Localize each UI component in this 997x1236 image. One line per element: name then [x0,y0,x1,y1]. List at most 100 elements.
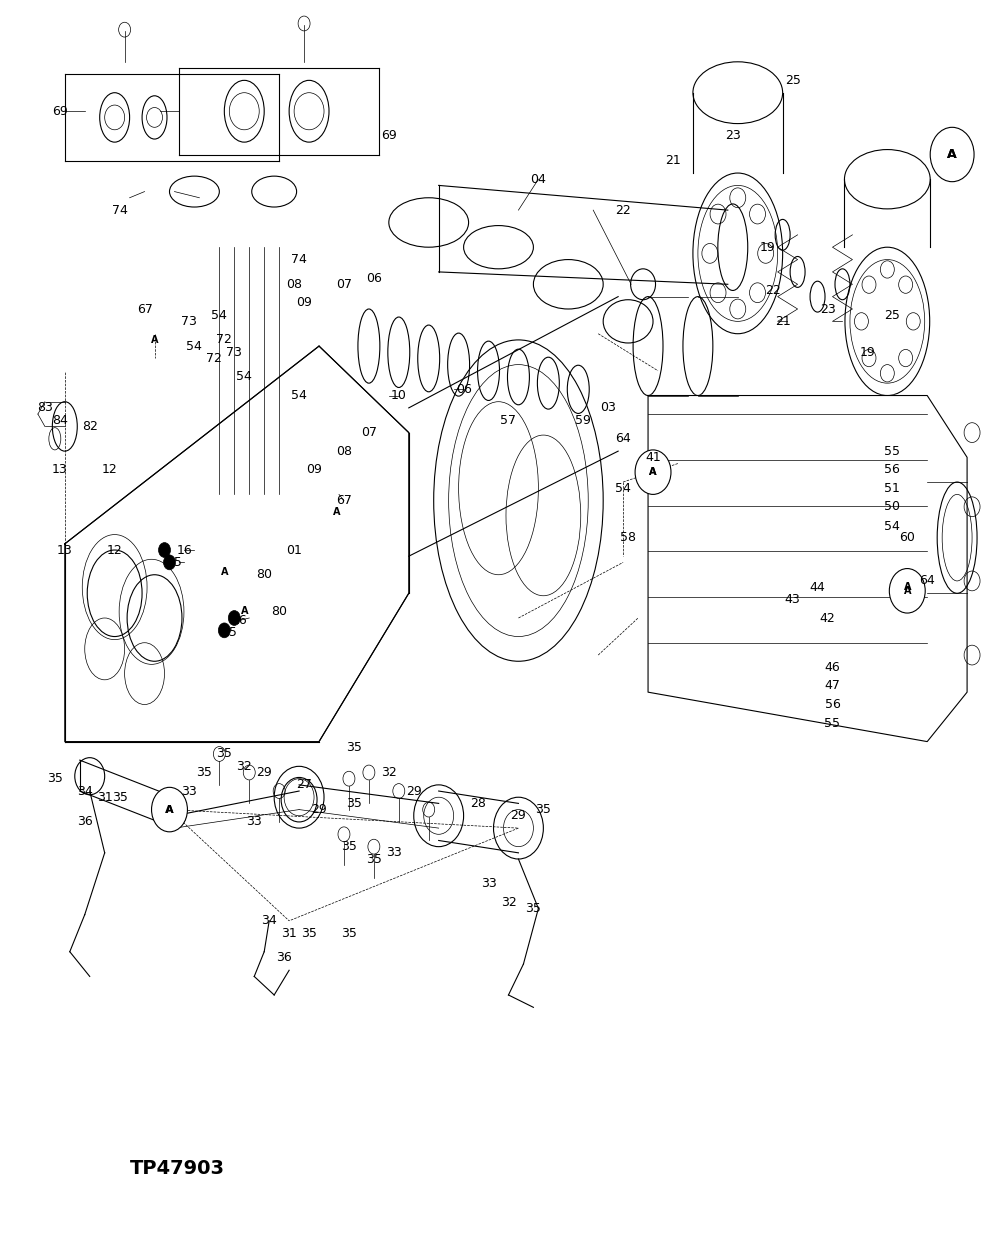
Text: 19: 19 [760,241,776,253]
Circle shape [218,623,230,638]
Text: 23: 23 [725,130,741,142]
Text: 69: 69 [52,105,68,117]
Text: 07: 07 [361,426,377,439]
Text: 55: 55 [825,717,840,729]
Text: 64: 64 [919,575,935,587]
Text: 54: 54 [291,389,307,402]
Circle shape [152,787,187,832]
Text: 29: 29 [510,810,526,822]
Text: 59: 59 [575,414,591,426]
Text: 58: 58 [620,531,636,544]
Polygon shape [648,396,967,742]
Text: TP47903: TP47903 [130,1158,224,1178]
Text: 51: 51 [884,482,900,494]
Text: A: A [903,582,911,592]
Text: 25: 25 [785,74,801,87]
Text: 64: 64 [615,433,631,445]
Text: 74: 74 [291,253,307,266]
Text: 35: 35 [341,927,357,939]
Text: 54: 54 [615,482,631,494]
Text: 33: 33 [481,878,497,890]
Text: 13: 13 [52,464,68,476]
Text: 32: 32 [500,896,516,908]
Text: 07: 07 [336,278,352,290]
Text: 23: 23 [820,303,835,315]
Text: 09: 09 [296,297,312,309]
Text: 41: 41 [645,451,661,464]
Text: 47: 47 [825,680,840,692]
Circle shape [164,555,175,570]
Text: 16: 16 [176,544,192,556]
Circle shape [228,611,240,625]
Text: 43: 43 [785,593,801,606]
Text: A: A [333,507,341,517]
Text: 29: 29 [406,785,422,797]
Text: A: A [240,606,248,616]
Text: 82: 82 [82,420,98,433]
Text: 35: 35 [301,927,317,939]
Text: 06: 06 [456,383,472,396]
Text: 04: 04 [530,173,546,185]
Text: 10: 10 [391,389,407,402]
Text: 22: 22 [615,204,631,216]
Text: 35: 35 [525,902,541,915]
Text: 57: 57 [500,414,516,426]
Text: 54: 54 [236,371,252,383]
Text: 35: 35 [196,766,212,779]
Text: 13: 13 [57,544,73,556]
Text: A: A [947,148,957,161]
Text: 31: 31 [281,927,297,939]
Text: 50: 50 [884,501,900,513]
Text: A: A [166,805,173,815]
Text: 08: 08 [336,445,352,457]
Text: 32: 32 [381,766,397,779]
Text: 35: 35 [366,853,382,865]
Text: 44: 44 [810,581,826,593]
Text: 56: 56 [825,698,840,711]
Text: 54: 54 [884,520,900,533]
Text: 12: 12 [107,544,123,556]
Text: 54: 54 [211,309,227,321]
Text: 12: 12 [102,464,118,476]
Text: 21: 21 [775,315,791,328]
Circle shape [635,450,671,494]
Text: A: A [649,467,657,477]
Text: 08: 08 [286,278,302,290]
Text: 54: 54 [186,340,202,352]
Text: 72: 72 [206,352,222,365]
Text: 35: 35 [216,748,232,760]
Text: 34: 34 [77,785,93,797]
Text: 29: 29 [256,766,272,779]
Text: A: A [649,467,657,477]
Text: 31: 31 [97,791,113,803]
Text: 35: 35 [535,803,551,816]
Text: A: A [947,148,957,161]
Text: 01: 01 [286,544,302,556]
Text: 35: 35 [346,797,362,810]
Text: 32: 32 [236,760,252,772]
Text: A: A [151,335,159,345]
Text: 25: 25 [884,309,900,321]
Text: 56: 56 [884,464,900,476]
Text: 06: 06 [366,272,382,284]
Text: 80: 80 [271,606,287,618]
Text: 28: 28 [471,797,487,810]
Text: 35: 35 [346,742,362,754]
Circle shape [159,543,170,557]
Text: 35: 35 [47,772,63,785]
Text: 36: 36 [276,952,292,964]
Text: 19: 19 [859,346,875,358]
Text: 46: 46 [825,661,840,674]
Circle shape [889,569,925,613]
Text: A: A [220,567,228,577]
Text: 72: 72 [216,334,232,346]
Text: 73: 73 [226,346,242,358]
Text: 09: 09 [306,464,322,476]
Text: 15: 15 [166,556,182,569]
Text: 27: 27 [296,779,312,791]
Text: 29: 29 [311,803,327,816]
Text: 60: 60 [899,531,915,544]
Text: 74: 74 [112,204,128,216]
Text: 33: 33 [246,816,262,828]
Text: 22: 22 [765,284,781,297]
